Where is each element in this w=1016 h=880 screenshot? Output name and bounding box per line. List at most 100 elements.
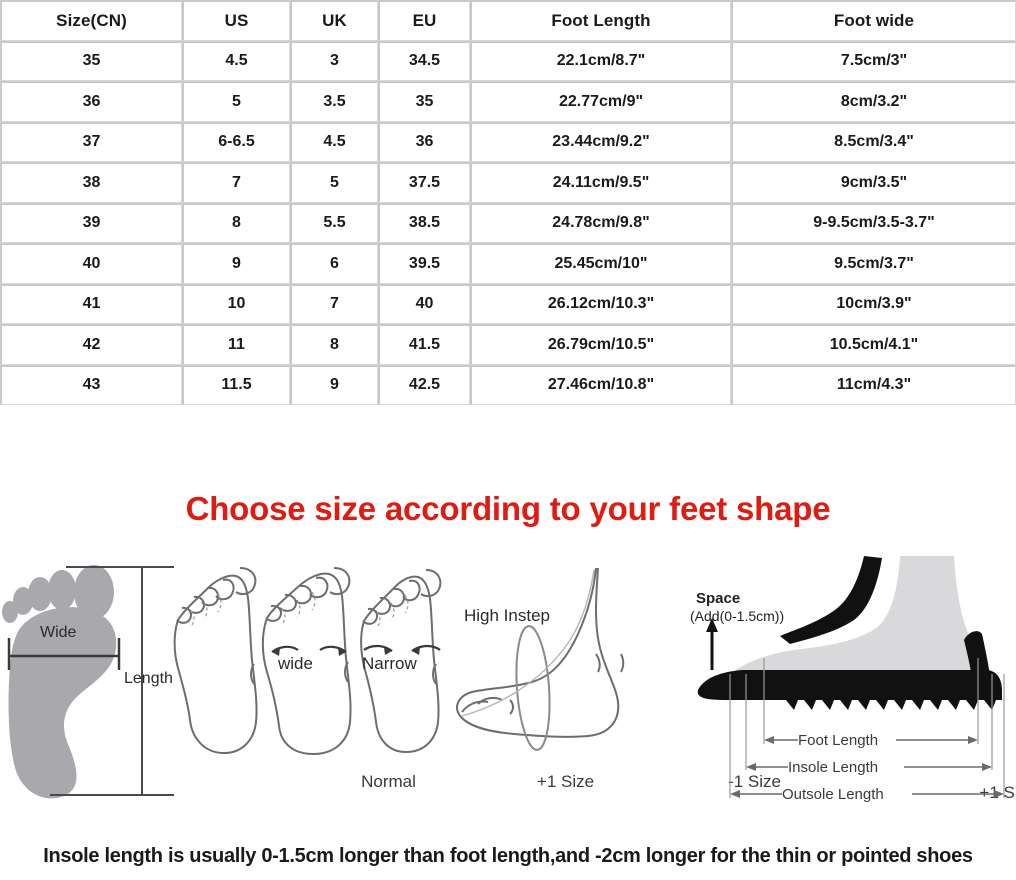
cell-uk: 3 <box>290 40 378 81</box>
table-row: 41 10 7 40 26.12cm/10.3" 10cm/3.9" <box>0 283 1016 324</box>
normal-foot-diagram: Normal <box>168 554 416 804</box>
cell-uk: 3.5 <box>290 81 378 122</box>
normal-foot-caption: Normal <box>361 772 416 791</box>
cell-us: 6-6.5 <box>182 121 290 162</box>
high-instep-diagram: High Instep +1 Size <box>448 567 1016 808</box>
cell-foot-wide: 8.5cm/3.4" <box>731 121 1016 162</box>
cell-foot-length: 26.79cm/10.5" <box>470 324 731 365</box>
cell-us: 4.5 <box>182 40 290 81</box>
size-chart-table-container: Size(CN) US UK EU Foot Length Foot wide … <box>0 0 1016 414</box>
column-header-us: US <box>182 0 290 41</box>
narrow-foot-caption: -1 Size <box>728 772 781 791</box>
column-header-eu: EU <box>378 0 470 41</box>
foot-shape-diagrams: Wide Length Normal <box>0 548 1016 823</box>
wide-dimension-label: Wide <box>40 624 77 641</box>
cell-foot-length: 22.77cm/9" <box>470 81 731 122</box>
size-chart-table: Size(CN) US UK EU Foot Length Foot wide … <box>0 0 1016 405</box>
cell-uk: 7 <box>290 283 378 324</box>
cell-size-cn: 43 <box>0 364 182 405</box>
cell-size-cn: 39 <box>0 202 182 243</box>
cell-us: 7 <box>182 162 290 203</box>
cell-eu: 42.5 <box>378 364 470 405</box>
normal-foot-outline-icon <box>173 567 258 755</box>
foot-measure-diagram: Wide Length <box>2 552 177 802</box>
table-row: 39 8 5.5 38.5 24.78cm/9.8" 9-9.5cm/3.5-3… <box>0 202 1016 243</box>
cell-eu: 39.5 <box>378 243 470 284</box>
table-row: 35 4.5 3 34.5 22.1cm/8.7" 7.5cm/3" <box>0 40 1016 81</box>
cell-uk: 4.5 <box>290 121 378 162</box>
cell-size-cn: 36 <box>0 81 182 122</box>
cell-foot-wide: 9cm/3.5" <box>731 162 1016 203</box>
cell-foot-wide: 10cm/3.9" <box>731 283 1016 324</box>
cell-foot-length: 25.45cm/10" <box>470 243 731 284</box>
cell-size-cn: 41 <box>0 283 182 324</box>
cell-us: 11 <box>182 324 290 365</box>
cell-foot-wide: 8cm/3.2" <box>731 81 1016 122</box>
cell-size-cn: 35 <box>0 40 182 81</box>
cell-uk: 5.5 <box>290 202 378 243</box>
cell-size-cn: 37 <box>0 121 182 162</box>
table-row: 38 7 5 37.5 24.11cm/9.5" 9cm/3.5" <box>0 162 1016 203</box>
wide-arrow-label: wide <box>278 654 313 673</box>
cell-us: 11.5 <box>182 364 290 405</box>
shoe-length-diagram: Space (Add(0-1.5cm)) Foot Length Insole … <box>686 548 1016 810</box>
table-row: 40 9 6 39.5 25.45cm/10" 9.5cm/3.7" <box>0 243 1016 284</box>
high-instep-label: High Instep <box>464 606 550 625</box>
cell-eu: 40 <box>378 283 470 324</box>
outsole-length-label: Outsole Length <box>782 786 884 803</box>
cell-uk: 6 <box>290 243 378 284</box>
table-row: 42 11 8 41.5 26.79cm/10.5" 10.5cm/4.1" <box>0 324 1016 365</box>
space-label: Space <box>696 590 741 607</box>
foot-length-label: Foot Length <box>798 732 879 749</box>
cell-foot-wide: 10.5cm/4.1" <box>731 324 1016 365</box>
cell-foot-length: 24.11cm/9.5" <box>470 162 731 203</box>
cell-size-cn: 42 <box>0 324 182 365</box>
cell-eu: 37.5 <box>378 162 470 203</box>
cell-foot-length: 24.78cm/9.8" <box>470 202 731 243</box>
cell-foot-wide: 9.5cm/3.7" <box>731 243 1016 284</box>
column-header-uk: UK <box>290 0 378 41</box>
narrow-foot-outline-icon <box>360 569 442 754</box>
cell-uk: 5 <box>290 162 378 203</box>
insole-length-label: Insole Length <box>788 759 879 776</box>
footer-note: Insole length is usually 0-1.5cm longer … <box>43 845 973 867</box>
cell-size-cn: 38 <box>0 162 182 203</box>
wide-foot-diagram: wide +1 Size <box>258 554 594 804</box>
cell-us: 5 <box>182 81 290 122</box>
cell-eu: 38.5 <box>378 202 470 243</box>
table-row: 43 11.5 9 42.5 27.46cm/10.8" 11cm/4.3" <box>0 364 1016 405</box>
cell-eu: 41.5 <box>378 324 470 365</box>
narrow-foot-diagram: Narrow -1 Size <box>352 554 781 804</box>
narrow-arrow-label: Narrow <box>362 654 417 673</box>
cell-size-cn: 40 <box>0 243 182 284</box>
cell-us: 9 <box>182 243 290 284</box>
cell-eu: 34.5 <box>378 40 470 81</box>
cell-foot-length: 23.44cm/9.2" <box>470 121 731 162</box>
cell-foot-length: 22.1cm/8.7" <box>470 40 731 81</box>
length-dimension-label: Length <box>124 670 173 687</box>
cell-foot-length: 27.46cm/10.8" <box>470 364 731 405</box>
cell-foot-length: 26.12cm/10.3" <box>470 283 731 324</box>
wide-foot-outline-icon <box>261 567 352 756</box>
cell-foot-wide: 9-9.5cm/3.5-3.7" <box>731 202 1016 243</box>
space-value-label: (Add(0-1.5cm)) <box>690 608 785 624</box>
table-row: 36 5 3.5 35 22.77cm/9" 8cm/3.2" <box>0 81 1016 122</box>
cell-eu: 36 <box>378 121 470 162</box>
cell-us: 10 <box>182 283 290 324</box>
wide-foot-caption: +1 Size <box>536 772 595 791</box>
cell-us: 8 <box>182 202 290 243</box>
cell-foot-wide: 11cm/4.3" <box>731 364 1016 405</box>
shoe-cross-section-icon <box>697 556 1005 798</box>
page-title: Choose size according to your feet shape <box>185 490 831 527</box>
measured-foot-icon <box>2 565 174 799</box>
table-header-row: Size(CN) US UK EU Foot Length Foot wide <box>0 0 1016 41</box>
column-header-foot-length: Foot Length <box>470 0 731 41</box>
column-header-foot-wide: Foot wide <box>731 0 1016 41</box>
cell-eu: 35 <box>378 81 470 122</box>
cell-uk: 8 <box>290 324 378 365</box>
high-instep-foot-icon <box>456 567 625 751</box>
column-header-size-cn: Size(CN) <box>0 0 182 41</box>
cell-foot-wide: 7.5cm/3" <box>731 40 1016 81</box>
table-row: 37 6-6.5 4.5 36 23.44cm/9.2" 8.5cm/3.4" <box>0 121 1016 162</box>
cell-uk: 9 <box>290 364 378 405</box>
